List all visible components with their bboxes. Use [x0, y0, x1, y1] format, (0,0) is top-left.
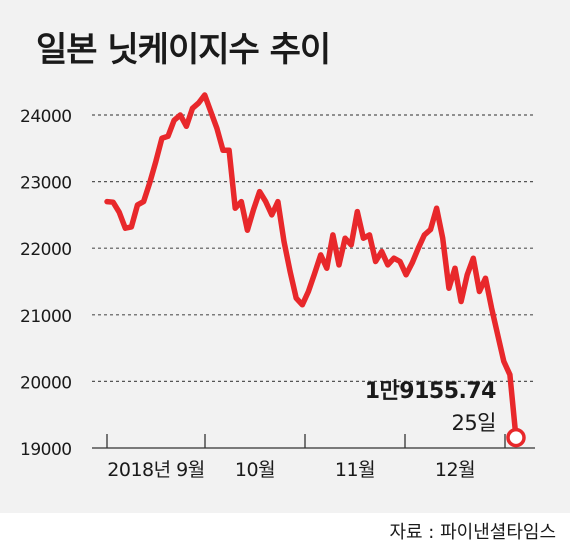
last-date-label: 25일 — [451, 411, 496, 435]
last-value-label: 1만9155.74 — [365, 379, 496, 404]
x-tick-label: 10월 — [235, 459, 275, 481]
gridlines — [92, 114, 535, 382]
line-chart: 19000 20000 21000 22000 23000 24000 2018년 9월 1… — [20, 92, 535, 481]
x-tick-label: 2018년 9월 — [107, 459, 204, 481]
x-axis-ticks: 2018년 9월 10월 11월 12월 — [106, 434, 506, 481]
source-note: 자료 : 파이낸셜타임스 — [389, 522, 556, 543]
last-point-marker — [506, 427, 526, 448]
y-tick-label: 19000 — [20, 440, 72, 460]
y-tick-label: 22000 — [20, 240, 72, 260]
series-line — [104, 92, 519, 441]
y-tick-label: 23000 — [20, 174, 72, 194]
chart-card: 일본 닛케이지수 추이 19000 20000 21000 22000 23000 240… — [0, 0, 570, 513]
y-tick-label: 21000 — [20, 307, 72, 327]
y-axis-ticks: 19000 20000 21000 22000 23000 24000 — [20, 107, 72, 460]
x-tick-label: 12월 — [435, 459, 475, 481]
chart-title: 일본 닛케이지수 추이 — [36, 30, 331, 70]
annotations: 1만9155.74 25일 — [365, 379, 497, 435]
y-tick-label: 24000 — [20, 107, 72, 127]
x-tick-label: 11월 — [335, 459, 375, 481]
series — [104, 92, 526, 448]
y-tick-label: 20000 — [20, 373, 72, 393]
